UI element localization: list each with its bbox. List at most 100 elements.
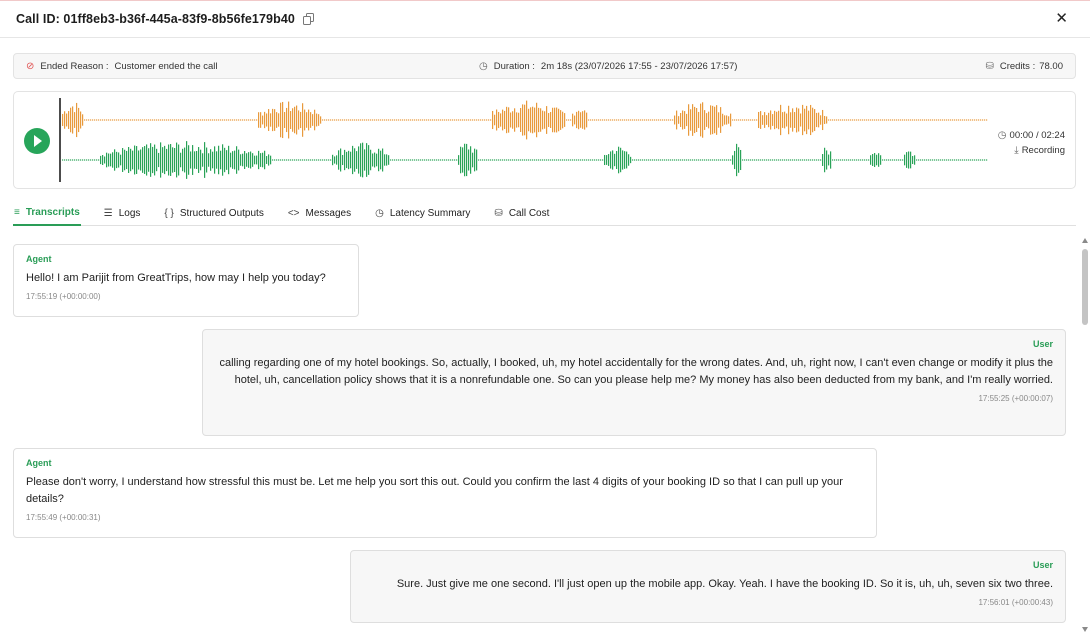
tab-logs[interactable]: ☰ Logs [103,201,142,226]
waveform-bar [560,110,562,130]
waveform-bar [676,110,678,130]
waveform-bar [726,115,728,125]
waveform-bar [564,159,566,161]
waveform-bar [64,159,66,161]
waveform-bar [454,159,456,161]
waveform-bar [722,159,724,161]
waveform-bar [950,159,952,161]
scroll-thumb[interactable] [1082,249,1088,325]
waveform-bar [416,119,418,121]
waveform-bar [686,113,688,127]
waveform-bar [898,119,900,121]
waveform-bar [342,119,344,121]
waveform-bar [608,154,610,166]
waveform-bar [254,119,256,121]
waveform-bar [652,159,654,161]
waveform-bar [212,151,214,169]
waveform-bar [174,148,176,172]
waveform-bar [870,119,872,121]
waveform-bar [916,119,918,121]
waveform-bar [694,106,696,134]
tab-transcripts[interactable]: ≡ Transcripts [13,201,81,226]
waveform-bar [272,108,274,132]
waveform-bar [274,159,276,161]
waveform-bar [146,119,148,121]
scroll-down-icon[interactable] [1082,627,1088,632]
tab-call-cost[interactable]: ⛁ Call Cost [493,201,550,226]
waveform-bar [288,159,290,161]
close-icon[interactable]: ✕ [1055,10,1068,27]
waveform-bar [784,159,786,161]
waveform-bar [986,159,988,161]
copy-icon[interactable] [302,13,315,25]
tab-messages[interactable]: <> Messages [287,201,352,226]
play-button[interactable] [24,128,50,154]
scroll-up-icon[interactable] [1082,238,1088,243]
waveform-bar [112,119,114,121]
waveform-bar [110,119,112,121]
waveform-bar [984,159,986,161]
waveform-bar [976,159,978,161]
waveform-bar [566,119,568,121]
waveform-bar [678,116,680,124]
waveform-bar [504,110,506,130]
waveform-bar [214,119,216,121]
waveform-bar [576,111,578,129]
waveform-bar [888,159,890,161]
waveform-bar [450,119,452,121]
waveform-bar [234,150,236,170]
waveform-bar [148,119,150,121]
waveform-bar [512,159,514,161]
waveform-bar [108,153,110,167]
waveform-bar [464,119,466,121]
tab-structured-outputs[interactable]: { } Structured Outputs [163,201,264,226]
waveform-bar [236,146,238,174]
waveform-bar [850,119,852,121]
waveform-bar [596,119,598,121]
waveform-bar [154,119,156,121]
waveform-bar [110,153,112,167]
waveform-bar [618,119,620,121]
waveform-bar [214,146,216,174]
waveform-bar [296,159,298,161]
waveform-bar [338,119,340,121]
waveform-bar [542,159,544,161]
recording-download[interactable]: ⤓ Recording [998,143,1065,158]
waveform-bar [742,119,744,121]
waveform-bar [298,110,300,130]
message-timestamp: 17:55:49 (+00:00:31) [26,513,101,522]
waveform-bar [484,119,486,121]
waveform-bar [980,159,982,161]
scrollbar[interactable] [1081,238,1089,634]
waveform-bar [788,159,790,161]
waveform-bar [776,159,778,161]
waveform-bar [692,104,694,136]
waveform-bar [974,119,976,121]
waveform-bar [448,119,450,121]
tab-label: Structured Outputs [179,208,264,219]
waveform-bar [70,107,72,133]
waveform-bar [978,159,980,161]
waveform-bar [900,119,902,121]
waveform-bar [806,159,808,161]
waveform-bar [582,111,584,129]
waveform-bar [376,119,378,121]
waveform-bar [408,159,410,161]
tab-latency-summary[interactable]: ◷ Latency Summary [374,201,471,226]
waveform-bar [400,159,402,161]
waveform-bar [968,119,970,121]
waveform[interactable] [59,96,989,184]
waveform-bar [530,107,532,133]
waveform-bar [294,159,296,161]
waveform-bar [252,153,254,167]
waveform-bar [350,119,352,121]
waveform-bar [562,159,564,161]
waveform-bar [762,159,764,161]
waveform-bar [974,159,976,161]
waveform-bar [606,119,608,121]
waveform-bar [546,159,548,161]
waveform-bar [598,119,600,121]
waveform-bar [738,147,740,173]
waveform-bar [460,146,462,174]
waveform-bar [688,104,690,136]
